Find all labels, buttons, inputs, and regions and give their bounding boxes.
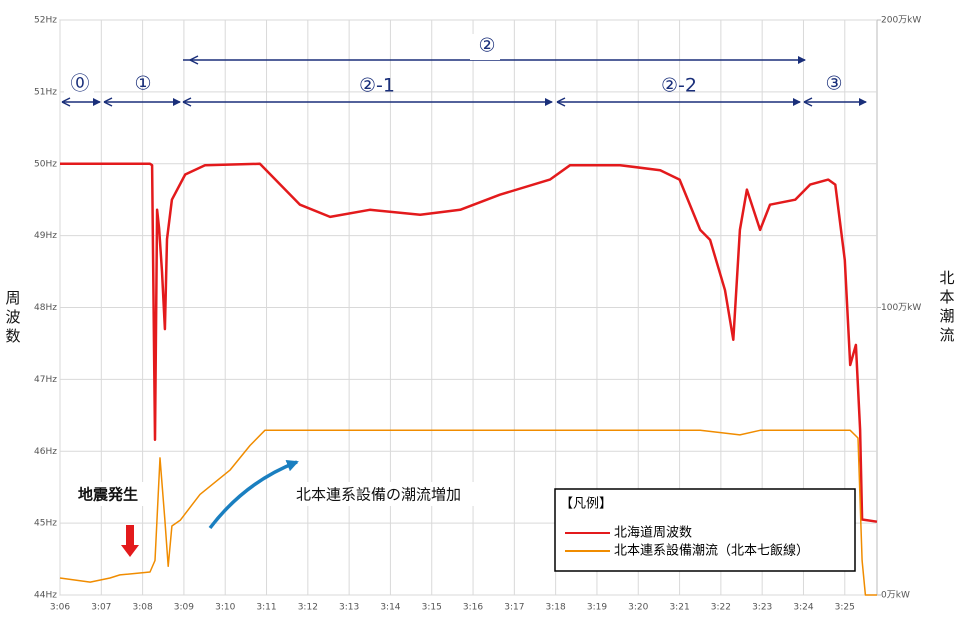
y-tick-label: 52Hz	[34, 16, 57, 26]
x-tick-label: 3:25	[835, 603, 855, 613]
legend-title: 【凡例】	[560, 497, 612, 512]
y2-tick-label: 0万kW	[881, 591, 910, 601]
arrow-head	[556, 97, 566, 107]
arrow-head	[182, 97, 192, 107]
earthquake-arrow	[121, 525, 139, 557]
x-tick-label: 3:22	[711, 603, 731, 613]
flow-label: 北本連系設備の潮流増加	[296, 486, 461, 504]
arrow-head	[61, 97, 71, 107]
phase-label: ②-1	[359, 75, 395, 97]
y2-tick-label: 100万kW	[881, 303, 921, 313]
y-tick-label: 44Hz	[34, 591, 57, 601]
y-axis-title: 周波数	[4, 290, 22, 347]
phase-label: ②	[478, 35, 495, 57]
label-bg	[292, 482, 502, 506]
y2-axis-title: 北本潮流	[938, 270, 956, 346]
x-tick-label: 3:06	[50, 603, 70, 613]
x-tick-label: 3:07	[91, 603, 111, 613]
x-tick-label: 3:24	[793, 603, 813, 613]
lines	[59, 162, 878, 596]
y-tick-label: 46Hz	[34, 447, 57, 457]
x-tick-label: 3:17	[504, 603, 524, 613]
series-line	[60, 162, 878, 523]
y-tick-label: 51Hz	[34, 87, 57, 97]
y-tick-label: 45Hz	[34, 519, 57, 529]
label-bg	[74, 482, 156, 506]
legend-label: 北海道周波数	[614, 526, 692, 541]
label-bg	[64, 70, 94, 96]
x-tick-label: 3:20	[628, 603, 648, 613]
y-tick-label: 50Hz	[34, 159, 57, 169]
x-tick-label: 3:08	[132, 603, 152, 613]
x-tick-label: 3:15	[422, 603, 442, 613]
x-tick-label: 3:14	[380, 603, 400, 613]
x-tick-label: 3:11	[256, 603, 276, 613]
x-tick-label: 3:12	[298, 603, 318, 613]
legend-box	[554, 488, 856, 572]
x-tick-label: 3:19	[587, 603, 607, 613]
x-tick-label: 3:23	[752, 603, 772, 613]
x-tick-label: 3:18	[546, 603, 566, 613]
arrow-head	[103, 97, 113, 107]
series-line	[59, 429, 877, 596]
x-tick-label: 3:09	[174, 603, 194, 613]
phase-label: ①	[134, 73, 151, 95]
x-tick-label: 3:21	[669, 603, 689, 613]
y-tick-label: 49Hz	[34, 231, 57, 241]
x-tick-label: 3:16	[463, 603, 483, 613]
y2-tick-label: 200万kW	[881, 16, 921, 26]
legend-label: 北本連系設備潮流（北本七飯線）	[614, 543, 809, 559]
x-tick-label: 3:10	[215, 603, 235, 613]
arrow-head	[803, 97, 813, 107]
arrow-head	[189, 55, 199, 65]
x-tick-label: 3:13	[339, 603, 359, 613]
label-bg	[470, 34, 500, 60]
phase-label: ⓪	[70, 73, 89, 95]
earthquake-label: 地震発生	[78, 486, 138, 504]
phase-label: ②-2	[661, 75, 697, 97]
phase-label: ③	[825, 73, 842, 95]
y-tick-label: 47Hz	[34, 375, 57, 385]
flow-arrow	[208, 459, 299, 530]
y-tick-label: 48Hz	[34, 303, 57, 313]
